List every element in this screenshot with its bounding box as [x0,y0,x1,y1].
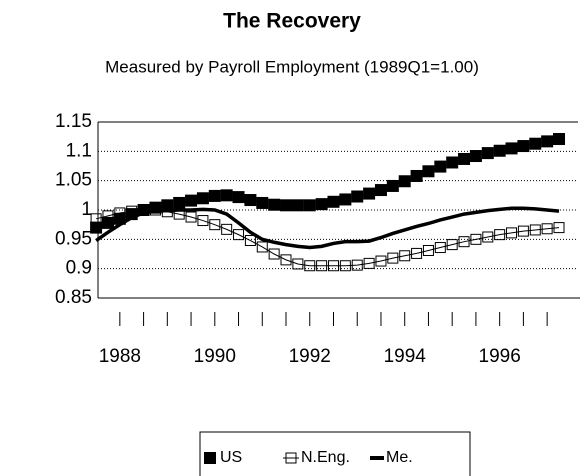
point [505,142,518,155]
point [410,169,423,182]
legend-box [199,431,471,476]
point [434,242,446,254]
x-tick-label: 1990 [194,346,236,367]
point [399,250,411,262]
point [256,241,268,253]
point [185,194,198,207]
chart-title: The Recovery [223,10,361,33]
point [351,190,364,203]
y-tick-label: 1 [81,199,92,220]
legend-swatch [285,452,297,464]
series-line [95,206,560,250]
point [280,254,292,266]
point [387,252,399,264]
point [327,260,339,272]
point [304,260,316,272]
point [494,229,506,241]
point [316,260,328,272]
point [529,224,541,236]
point [292,258,304,270]
point [303,199,316,212]
point [446,239,458,251]
x-tick-label: 1996 [479,346,521,367]
point [375,255,387,267]
point [220,189,233,202]
point [221,223,233,235]
point [541,135,554,148]
y-tick-label: 1.1 [66,140,92,161]
point [434,160,447,173]
legend-label: US [220,449,242,466]
x-tick-label: 1992 [289,346,331,367]
chart-subtitle: Measured by Payroll Employment (1989Q1=1… [105,57,479,76]
point [244,235,256,247]
point [268,248,280,260]
point [196,192,209,205]
point [268,198,281,211]
series-line [95,209,560,267]
legend-label: N.Eng. [301,449,350,466]
point [363,187,376,200]
point [422,165,435,178]
point [244,194,257,207]
point [138,204,150,216]
point [458,236,470,248]
point [161,199,174,212]
point [233,229,245,241]
y-tick-label: 0.9 [66,258,92,279]
point [208,189,221,202]
point [90,221,103,234]
point [446,156,459,169]
point [493,144,506,157]
point [517,225,529,237]
point [398,175,411,188]
y-tick-label: 0.85 [55,287,92,308]
point [339,193,352,206]
y-tick-label: 1.05 [55,170,92,191]
point [327,195,340,208]
point [291,199,304,212]
point [197,215,209,227]
point [469,150,482,163]
point [102,210,114,222]
x-tick-label: 1988 [99,346,141,367]
point [173,196,186,209]
point [315,198,328,211]
point [185,211,197,223]
point [482,231,494,243]
legend-swatch [204,452,216,464]
point [411,247,423,259]
point [506,227,518,239]
point [481,147,494,160]
point [541,223,553,235]
y-tick-label: 1.15 [55,111,92,132]
point [339,260,351,272]
point [374,184,387,197]
point [422,244,434,256]
point [351,259,363,271]
legend-label: Me. [386,449,413,466]
point [114,207,126,219]
point [90,213,102,225]
point [386,179,399,192]
point [458,152,471,165]
point [209,219,221,231]
x-tick-label: 1994 [384,346,427,367]
point [101,216,114,229]
point [529,137,542,150]
y-tick-label: 0.95 [55,228,92,249]
point [363,257,375,269]
point [280,199,293,212]
point [470,233,482,245]
point [256,196,269,209]
point [517,140,530,153]
point [232,191,245,204]
point [553,133,566,146]
point [553,222,565,234]
